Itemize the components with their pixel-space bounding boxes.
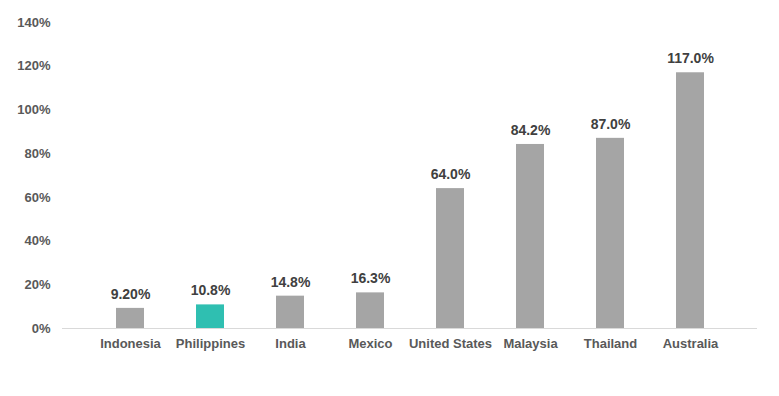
svg-text:140%: 140% [17, 15, 51, 30]
svg-text:16.3%: 16.3% [351, 270, 391, 286]
svg-text:0%: 0% [32, 321, 51, 336]
svg-text:64.0%: 64.0% [431, 166, 471, 182]
svg-text:20%: 20% [24, 277, 50, 292]
svg-text:Philippines: Philippines [176, 336, 245, 351]
svg-text:87.0%: 87.0% [591, 116, 631, 132]
svg-text:Thailand: Thailand [584, 336, 638, 351]
svg-text:India: India [275, 336, 306, 351]
svg-text:117.0%: 117.0% [667, 50, 714, 66]
svg-text:United States: United States [409, 336, 492, 351]
svg-text:Mexico: Mexico [348, 336, 392, 351]
svg-text:9.20%: 9.20% [111, 286, 151, 302]
svg-text:Malaysia: Malaysia [503, 336, 558, 351]
svg-text:40%: 40% [24, 233, 50, 248]
svg-text:100%: 100% [17, 102, 51, 117]
svg-text:10.8%: 10.8% [191, 282, 231, 298]
svg-text:120%: 120% [17, 58, 51, 73]
svg-text:Australia: Australia [663, 336, 719, 351]
svg-text:84.2%: 84.2% [511, 122, 551, 138]
svg-text:Indonesia: Indonesia [100, 336, 161, 351]
svg-text:14.8%: 14.8% [271, 274, 311, 290]
svg-text:60%: 60% [24, 190, 50, 205]
svg-text:80%: 80% [24, 146, 50, 161]
